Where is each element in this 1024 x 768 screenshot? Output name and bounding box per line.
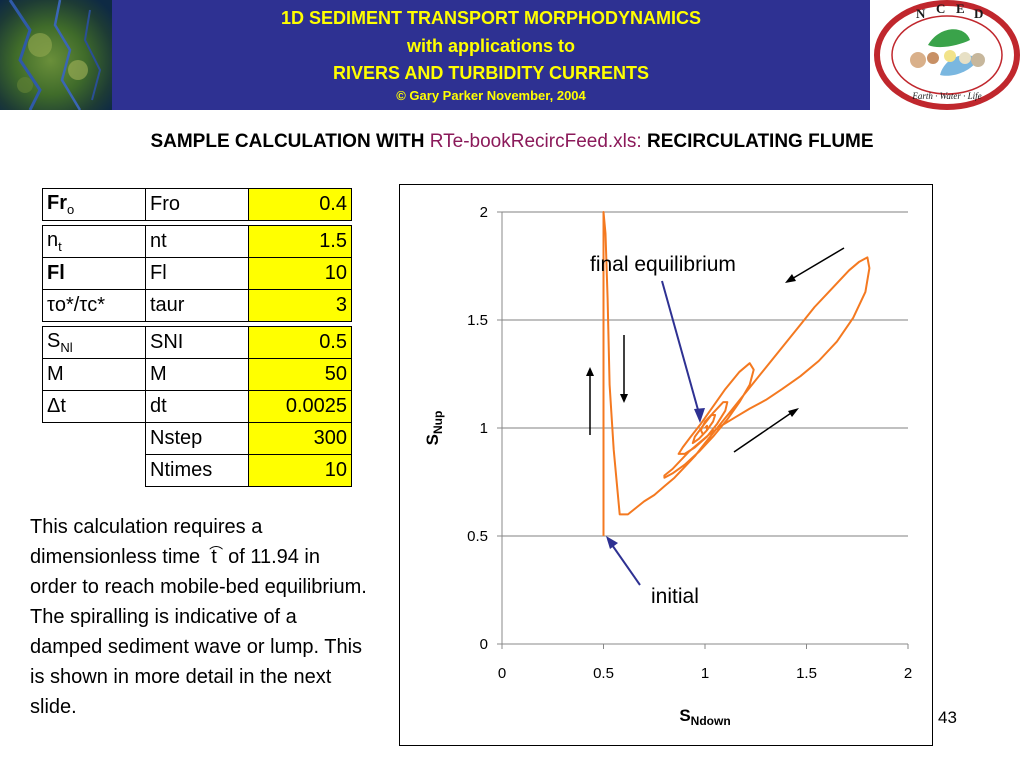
direction-arrow-upper-left	[789, 247, 845, 281]
empty-cell	[43, 455, 146, 487]
param-value: 10	[248, 454, 352, 487]
title-filename: RTe-bookRecircFeed.xls:	[429, 131, 642, 152]
t-hat-symbol: ⌒ t	[209, 545, 224, 568]
y-tick-label: 2	[480, 204, 488, 221]
y-tick-label: 0	[480, 636, 488, 653]
table-row: nt nt 1.5	[42, 225, 352, 258]
y-axis-title: SNup	[423, 411, 445, 446]
header-line-3: RIVERS AND TURBIDITY CURRENTS	[332, 63, 650, 83]
chart-canvas: 0 0.5 1 1.5 2 0 0.5 1 1.5 2 SNup SNdown final equ…	[423, 204, 912, 728]
initial-pointer-arrow	[609, 541, 641, 586]
table-row: Fl Fl 10	[42, 257, 352, 290]
table-row: Fro Fro 0.4	[42, 188, 352, 221]
table-row: Ntimes 10	[43, 454, 352, 487]
logo-letter-c: C	[936, 1, 945, 16]
param-value: 0.0025	[248, 390, 352, 423]
table-row: SNl SNI 0.5	[42, 326, 352, 359]
note-before: This calculation requires a dimensionles…	[30, 516, 263, 568]
x-tick-label: 1	[701, 665, 709, 682]
param-name: M	[145, 358, 249, 391]
param-name: Nstep	[145, 422, 249, 455]
nced-logo: N C E D Earth · Water · Life	[870, 0, 1024, 110]
satellite-image	[0, 0, 112, 111]
page-number: 43	[938, 708, 957, 727]
direction-arrow-lower-right	[733, 410, 795, 453]
param-value: 300	[248, 422, 352, 455]
param-value: 0.5	[248, 326, 352, 359]
logo-letter-n: N	[916, 6, 926, 21]
table-row: τo*/τc* taur 3	[42, 289, 352, 322]
param-name: Fro	[145, 188, 249, 221]
direction-arrow-up-head	[586, 367, 594, 376]
slide-title: SAMPLE CALCULATION WITH RTe-bookRecircFe…	[0, 131, 1024, 153]
table-row: Δt dt 0.0025	[42, 390, 352, 423]
empty-cell	[43, 423, 146, 455]
final-pointer-arrow	[661, 280, 701, 418]
param-name: taur	[145, 289, 249, 322]
param-symbol: Fro	[42, 188, 146, 221]
explanation-text: This calculation requires a dimensionles…	[30, 512, 370, 722]
param-symbol: nt	[42, 225, 146, 258]
x-axis-title: SNdown	[679, 706, 730, 728]
param-name: dt	[145, 390, 249, 423]
note-after: of 11.94 in order to reach mobile-bed eq…	[30, 546, 367, 718]
param-name: Ntimes	[145, 454, 249, 487]
initial-label: initial	[651, 585, 699, 608]
parameter-table: Fro Fro 0.4 nt nt 1.5 Fl Fl 10 τo*/τc* t…	[42, 188, 352, 487]
x-tick-label: 0.5	[593, 665, 614, 682]
x-tick-label: 1.5	[796, 665, 817, 682]
param-name: nt	[145, 225, 249, 258]
final-pointer-arrowhead	[694, 408, 705, 423]
param-value: 10	[248, 257, 352, 290]
final-equilibrium-label: final equilibrium	[590, 253, 736, 276]
title-prefix: SAMPLE CALCULATION WITH	[150, 131, 430, 152]
param-symbol: τo*/τc*	[42, 289, 146, 322]
table-row: M M 50	[42, 358, 352, 391]
direction-arrow-lower-right-head	[788, 408, 799, 417]
initial-pointer-arrowhead	[606, 536, 618, 549]
y-tick-label: 0.5	[467, 528, 488, 545]
logo-letter-e: E	[956, 1, 965, 16]
table-row: Nstep 300	[43, 422, 352, 455]
y-tick-label: 1.5	[467, 312, 488, 329]
param-symbol: Δt	[42, 390, 146, 423]
direction-arrow-down-head	[620, 394, 628, 403]
series-line	[602, 211, 871, 536]
param-symbol: Fl	[42, 257, 146, 290]
x-tick-label: 0	[498, 665, 506, 682]
param-symbol: M	[42, 358, 146, 391]
header-copyright: © Gary Parker November, 2004	[396, 88, 586, 103]
title-suffix: RECIRCULATING FLUME	[641, 131, 874, 152]
param-name: Fl	[145, 257, 249, 290]
param-value: 0.4	[248, 188, 352, 221]
param-name: SNI	[145, 326, 249, 359]
param-value: 1.5	[248, 225, 352, 258]
param-value: 3	[248, 289, 352, 322]
logo-motto: Earth · Water · Life	[911, 91, 981, 101]
x-tick-label: 2	[904, 665, 912, 682]
phase-plot-chart: 0 0.5 1 1.5 2 0 0.5 1 1.5 2 SNup SNdown final equ…	[399, 184, 933, 746]
header-line-2: with applications to	[406, 36, 575, 56]
param-symbol: SNl	[42, 326, 146, 359]
param-value: 50	[248, 358, 352, 391]
header-line-1: 1D SEDIMENT TRANSPORT MORPHODYNAMICS	[280, 8, 702, 28]
y-tick-label: 1	[480, 420, 488, 437]
direction-arrow-upper-left-head	[785, 274, 796, 283]
logo-letter-d: D	[974, 6, 983, 21]
header-banner: 1D SEDIMENT TRANSPORT MORPHODYNAMICS wit…	[112, 0, 870, 110]
